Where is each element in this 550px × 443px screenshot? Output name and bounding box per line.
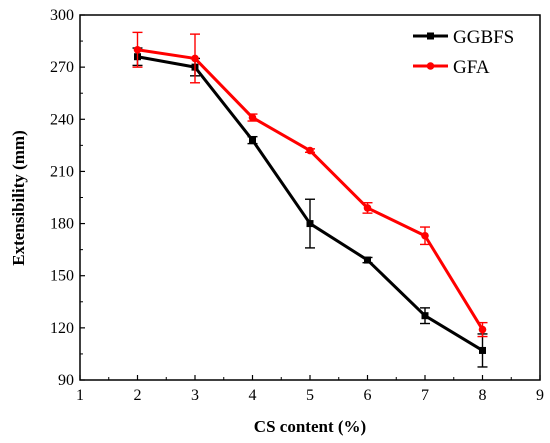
y-tick-label: 240: [50, 111, 74, 128]
x-tick-label: 3: [191, 387, 199, 404]
x-tick-label: 5: [306, 387, 314, 404]
series-line: [137, 48, 484, 331]
legend-item-gfa: GFA: [413, 57, 490, 78]
legend-label: GFA: [453, 57, 490, 78]
x-tick-label: 8: [479, 387, 487, 404]
data-point: [421, 312, 429, 320]
data-point: [248, 113, 257, 122]
legend: GGBFS GFA: [413, 27, 514, 78]
y-tick-label: 210: [50, 163, 74, 180]
data-point: [249, 136, 256, 144]
series-gfa: [132, 31, 488, 338]
data-point: [364, 256, 371, 264]
x-tick-label: 7: [421, 387, 429, 404]
y-tick-label: 120: [50, 320, 74, 337]
data-point: [478, 325, 487, 334]
data-point: [191, 54, 199, 63]
y-tick-label: 300: [50, 7, 74, 24]
x-tick-label: 9: [536, 387, 544, 404]
x-tick-label: 2: [134, 387, 142, 404]
legend-marker: [426, 62, 435, 70]
y-tick-label: 90: [58, 372, 74, 389]
data-point: [363, 204, 372, 212]
legend-label: GGBFS: [453, 27, 514, 48]
legend-marker: [427, 32, 434, 40]
data-point: [133, 45, 142, 54]
data-point: [421, 231, 429, 240]
x-axis-title: CS content (%): [254, 417, 366, 436]
x-tick-label: 6: [364, 387, 372, 404]
legend-item-ggbfs: GGBFS: [413, 27, 514, 48]
y-tick-label: 150: [50, 268, 74, 285]
data-point: [306, 220, 314, 228]
series-ggbfs: [132, 47, 488, 368]
x-axis: 1 2 3 4 5 6 7 8 9: [76, 375, 544, 404]
data-point: [306, 146, 314, 155]
data-point: [479, 346, 486, 354]
x-tick-label: 4: [249, 387, 257, 404]
y-tick-label: 270: [50, 59, 74, 76]
x-tick-label: 1: [76, 387, 84, 404]
y-axis: 90 120 150 180 210 240 270 300: [50, 7, 85, 389]
y-axis-title: Extensibility (mm): [9, 130, 28, 266]
y-tick-label: 180: [50, 216, 74, 233]
series-layer: [132, 31, 488, 368]
